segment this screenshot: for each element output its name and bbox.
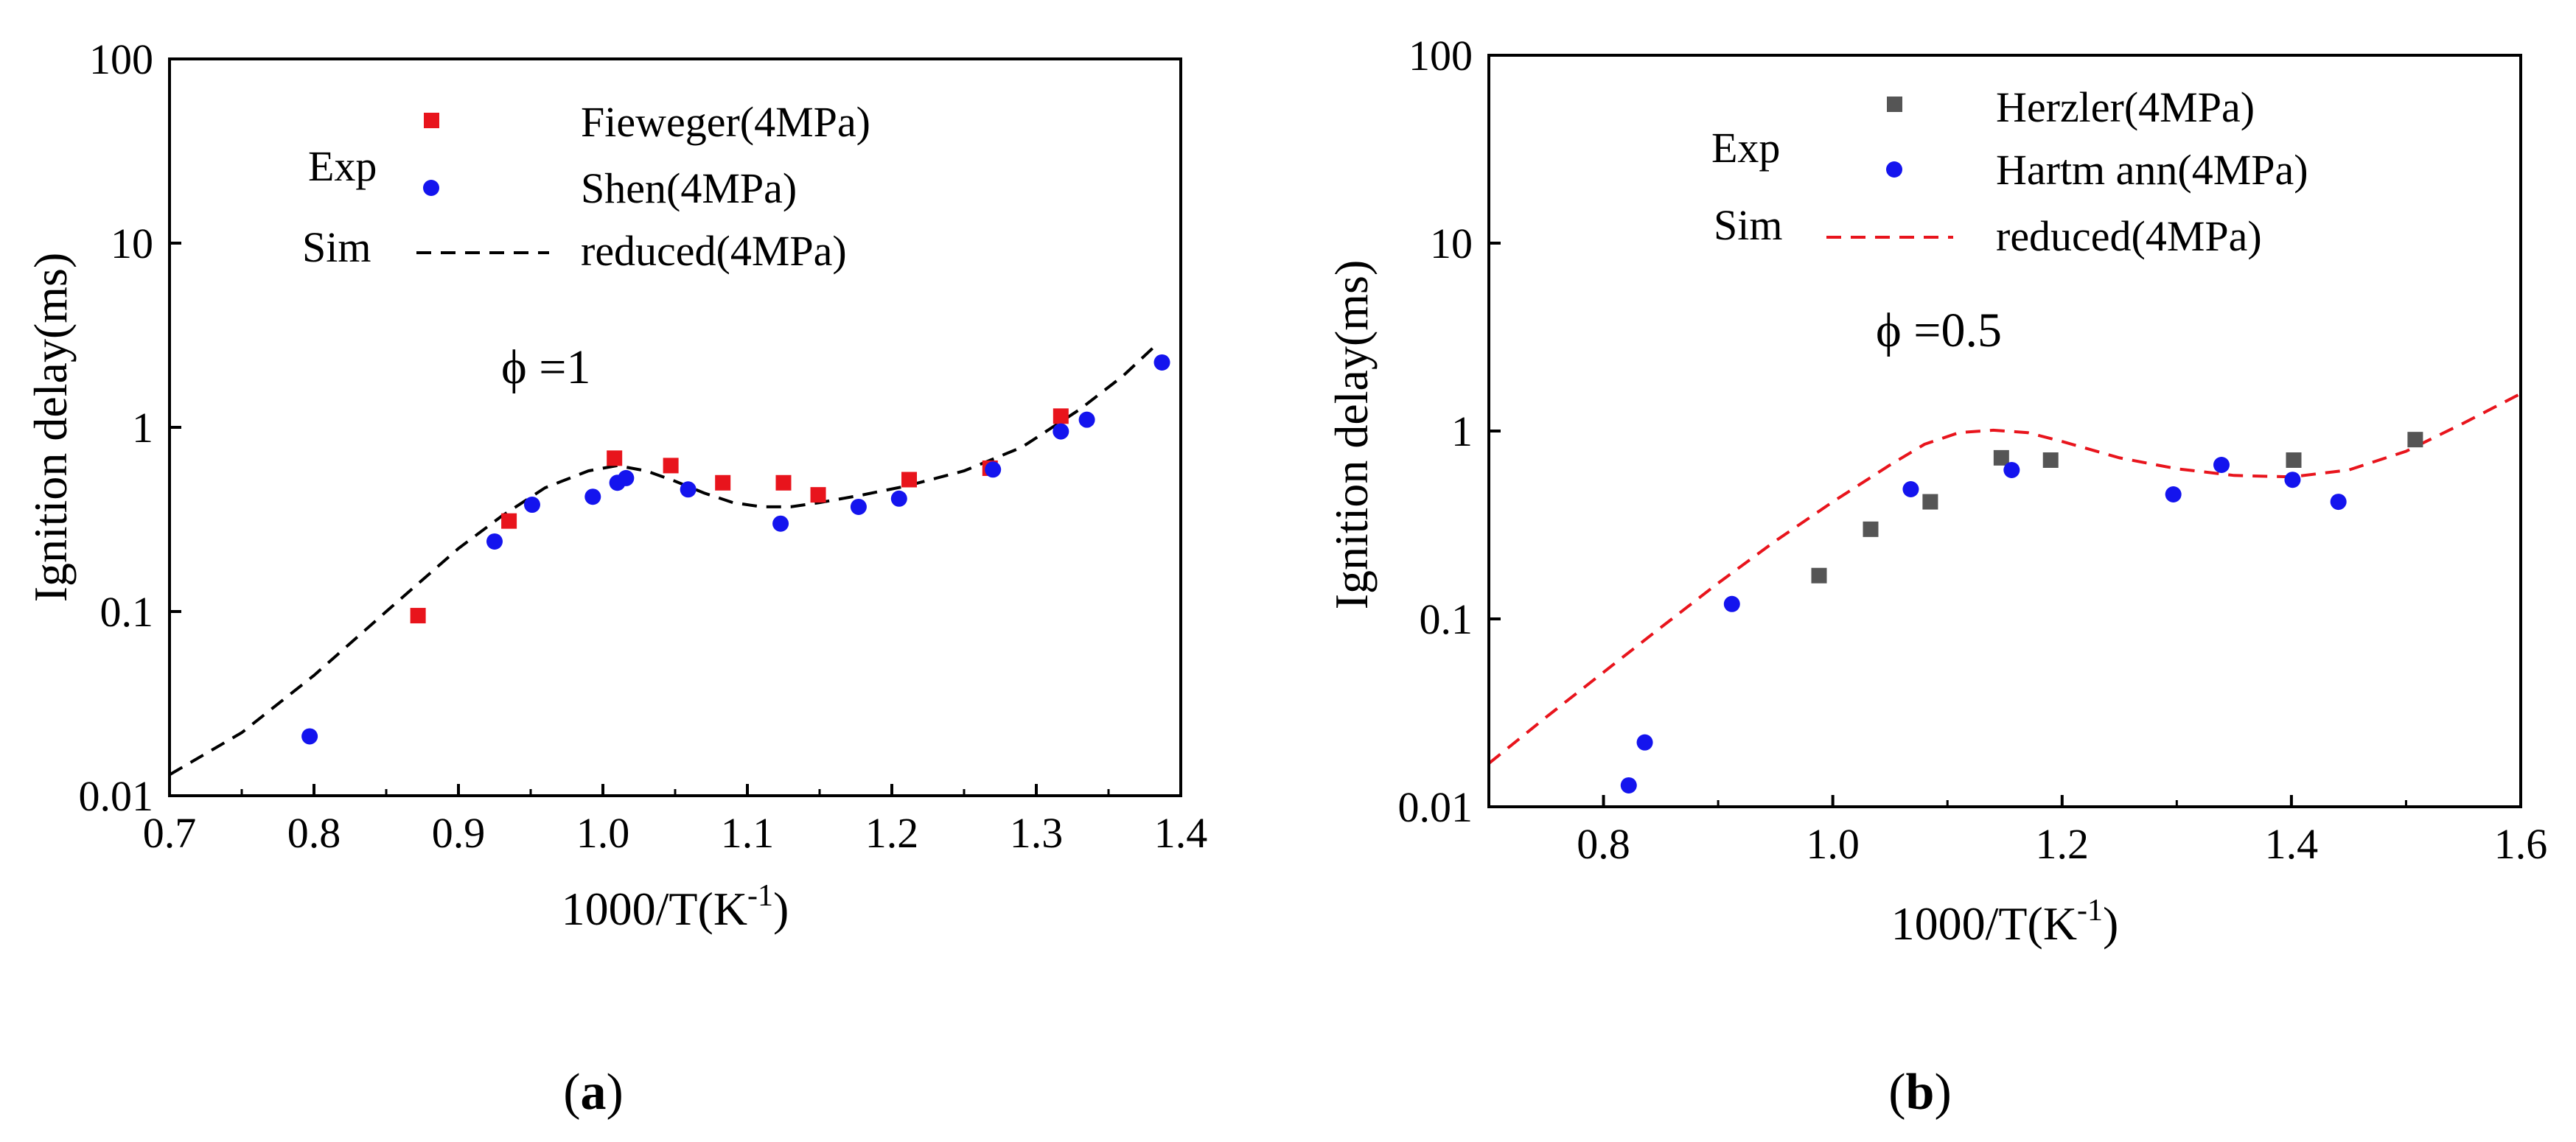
panel-b-point-circle (1902, 481, 1919, 497)
panel-b-ticks: 0.8 1.0 1.2 1.4 1.6 0.01 0.1 1 10 100 (1398, 32, 2548, 868)
panel-a-legend-reduced: reduced(4MPa) (581, 227, 847, 275)
panel-b-y-tick-label: 1 (1451, 407, 1473, 455)
panel-b-sim-line (1487, 392, 2521, 765)
panel-a-legend-exp-label: Exp (308, 142, 377, 190)
panel-a-point-circle (985, 461, 1002, 478)
panel-a-point-circle (584, 488, 601, 505)
panel-b-point-circle (2213, 457, 2230, 474)
panel-a-x-tick-label: 1.1 (721, 809, 775, 857)
panel-b-x-tick-label: 1.6 (2494, 820, 2548, 868)
panel-a-point-square (501, 513, 517, 529)
panel-a-x-axis-label: 1000/T(K-1) (562, 879, 789, 935)
panel-b-point-square (2407, 432, 2423, 448)
panel-a-point-circle (772, 515, 789, 532)
panel-b-y-tick-label: 10 (1430, 220, 1473, 267)
panel-a-y-axis-label: Ignition delay(ms) (24, 253, 77, 603)
panel-a-x-tick-label: 1.3 (1010, 809, 1064, 857)
panel-b-y-tick-label: 0.01 (1398, 783, 1473, 831)
panel-b-y-axis-label: Ignition delay(ms) (1325, 260, 1378, 610)
panel-a-sim-line (168, 340, 1160, 777)
panel-b-legend-circle-marker (1886, 161, 1902, 178)
panel-a-point-circle (1053, 423, 1069, 440)
panel-a-phi-annotation: ϕ =1 (501, 340, 590, 394)
panel-b-point-circle (2165, 486, 2182, 502)
panel-a-y-tick-label: 0.1 (100, 588, 154, 636)
panel-a-y-tick-label: 10 (111, 220, 153, 267)
panel-a-legend-fieweger: Fieweger(4MPa) (581, 98, 870, 146)
panel-a-legend-sim-label: Sim (302, 223, 371, 271)
panel-a-point-circle (1078, 411, 1095, 428)
panel-a-y-tick-label: 100 (89, 35, 153, 83)
panel-b-point-circle (1636, 734, 1653, 751)
panel-a-point-square (715, 474, 731, 491)
panel-b-phi-annotation: ϕ =0.5 (1876, 304, 2002, 357)
panel-a-x-tick-label: 1.0 (576, 809, 630, 857)
panel-a-point-square (1053, 408, 1069, 424)
panel-b-x-tick-label: 1.0 (1806, 820, 1860, 868)
panel-a-y-tick-label: 1 (132, 404, 153, 452)
panel-a-x-tick-label: 0.8 (287, 809, 341, 857)
panel-a-legend-square-marker (424, 113, 439, 128)
panel-a-y-tick-label: 0.01 (79, 772, 154, 820)
panel-b-legend-exp-label: Exp (1711, 124, 1780, 172)
panel-a-legend-shen: Shen(4MPa) (581, 164, 797, 212)
panel-a-point-circle (890, 490, 907, 507)
panel-a-point-circle (523, 497, 540, 514)
panel-b-point-square (2042, 452, 2059, 468)
panel-b-point-circle (1723, 595, 1740, 612)
panel-a-point-circle (850, 498, 867, 515)
panel-b-legend-herzler: Herzler(4MPa) (1996, 83, 2255, 131)
panel-a-point-square (775, 474, 792, 491)
panel-b-marks (1620, 432, 2423, 794)
panel-a-point-circle (1153, 354, 1170, 371)
panel-a-x-tick-label: 1.4 (1154, 809, 1208, 857)
panel-b-x-tick-label: 1.2 (2036, 820, 2090, 868)
panel-a-x-tick-label: 1.2 (865, 809, 919, 857)
panel-a-marks (301, 354, 1170, 745)
panel-a-point-square (607, 450, 623, 466)
panel-b-caption: (b) (1888, 1064, 1952, 1121)
panel-b-legend-reduced: reduced(4MPa) (1996, 212, 2262, 260)
panel-a-legend-circle-marker (423, 180, 439, 196)
panel-b-point-square (1811, 567, 1827, 584)
panel-b-point-square (1993, 449, 2009, 466)
panel-a-point-circle (680, 481, 697, 498)
panel-a-x-tick-label: 0.9 (432, 809, 486, 857)
panel-b: 0.8 1.0 1.2 1.4 1.6 0.01 0.1 1 10 100 Ignition de… (1325, 32, 2547, 1121)
panel-b-point-square (1922, 494, 1938, 510)
panel-a-point-circle (618, 469, 635, 486)
panel-a-point-square (901, 472, 918, 488)
panel-b-sim-line-group (1487, 392, 2521, 765)
panel-b-legend-sim-label: Sim (1714, 201, 1783, 249)
panel-b-point-circle (2330, 494, 2347, 511)
panel-b-point-circle (1620, 777, 1637, 794)
panel-b-y-tick-label: 100 (1409, 32, 1473, 80)
panel-a-point-square (663, 458, 679, 474)
panel-b-legend-hartmann: Hartm ann(4MPa) (1996, 146, 2308, 194)
panel-a-caption: (a) (563, 1064, 624, 1121)
panel-b-legend-square-marker (1887, 97, 1902, 112)
panel-b-x-tick-label: 0.8 (1577, 820, 1630, 868)
panel-a: 0.7 0.8 0.9 1.0 1.1 1.2 1.3 1.4 0.01 0.1 1 10 100 Ig… (24, 35, 1207, 1121)
panel-a-sim-line-group (168, 340, 1160, 777)
panel-b-y-tick-label: 0.1 (1420, 595, 1473, 643)
panel-a-ticks: 0.7 0.8 0.9 1.0 1.1 1.2 1.3 1.4 0.01 0.1 1 10 100 (79, 35, 1208, 857)
panel-a-point-circle (486, 533, 503, 550)
panel-a-x-tick-label: 0.7 (143, 809, 197, 857)
panel-b-x-axis-label: 1000/T(K-1) (1891, 894, 2119, 950)
panel-b-point-square (2286, 452, 2302, 468)
panel-a-point-square (410, 608, 426, 624)
panel-a-point-circle (301, 728, 318, 745)
panel-a-point-square (810, 487, 826, 503)
panel-b-point-circle (2284, 472, 2301, 488)
panel-b-x-tick-label: 1.4 (2265, 820, 2319, 868)
panel-b-point-circle (2003, 461, 2020, 478)
panel-b-point-square (1863, 521, 1879, 537)
